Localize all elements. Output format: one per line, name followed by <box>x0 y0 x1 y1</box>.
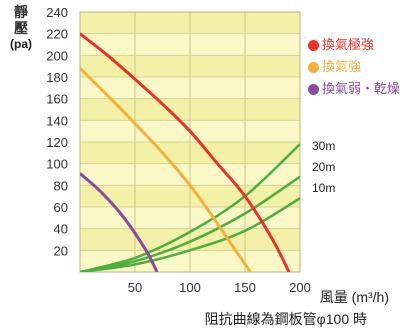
legend: 換氣極強 換氣強 換氣弱・乾燥 <box>308 34 400 100</box>
y-tick-label: 60 <box>54 200 68 215</box>
x-tick-label: 150 <box>234 280 256 295</box>
legend-swatch <box>308 61 319 73</box>
legend-item-0: 換氣極強 <box>308 34 400 56</box>
series-line-2 <box>80 172 159 272</box>
x-tick-label: 200 <box>289 280 311 295</box>
y-tick-label: 180 <box>46 70 68 85</box>
y-tick-label: 140 <box>46 113 68 128</box>
y-tick-label: 80 <box>54 178 68 193</box>
x-axis-title: 風量 (m³/h) <box>319 289 389 305</box>
x-tick-label: 50 <box>128 280 142 295</box>
resistance-curve-30m <box>80 143 300 272</box>
y-tick-label: 220 <box>46 27 68 42</box>
y-tick-label: 100 <box>46 157 68 172</box>
resistance-label-10m: 10m <box>312 181 336 195</box>
legend-swatch <box>308 39 319 51</box>
series-line-1 <box>80 67 252 272</box>
series-line-0 <box>80 32 291 272</box>
x-tick-label: 100 <box>179 280 201 295</box>
plot-frame <box>79 11 301 273</box>
resistance-curve-10m <box>80 197 300 272</box>
legend-item-1: 換氣強 <box>308 56 400 78</box>
legend-label: 換氣極強 <box>322 37 375 52</box>
y-tick-label: 240 <box>46 5 68 20</box>
y-tick-label: 120 <box>46 135 68 150</box>
legend-label: 換氣強 <box>322 59 362 74</box>
legend-label: 換氣弱・乾燥 <box>322 81 401 96</box>
resistance-label-20m: 20m <box>312 160 336 174</box>
legend-swatch <box>308 83 319 95</box>
chart-note: 阻抗曲線為鋼板管φ100 時 <box>204 311 367 327</box>
y-tick-label: 20 <box>54 243 68 258</box>
y-tick-label: 160 <box>46 92 68 107</box>
y-tick-label: 40 <box>54 222 68 237</box>
legend-item-2: 換氣弱・乾燥 <box>308 78 400 100</box>
y-axis-title: 靜壓 (pa) <box>4 4 38 52</box>
y-tick-label: 200 <box>46 48 68 63</box>
y-axis-label: 靜壓 <box>14 4 28 36</box>
resistance-curve-20m <box>80 175 300 272</box>
y-axis-unit: (pa) <box>10 37 32 51</box>
resistance-label-30m: 30m <box>312 139 336 153</box>
